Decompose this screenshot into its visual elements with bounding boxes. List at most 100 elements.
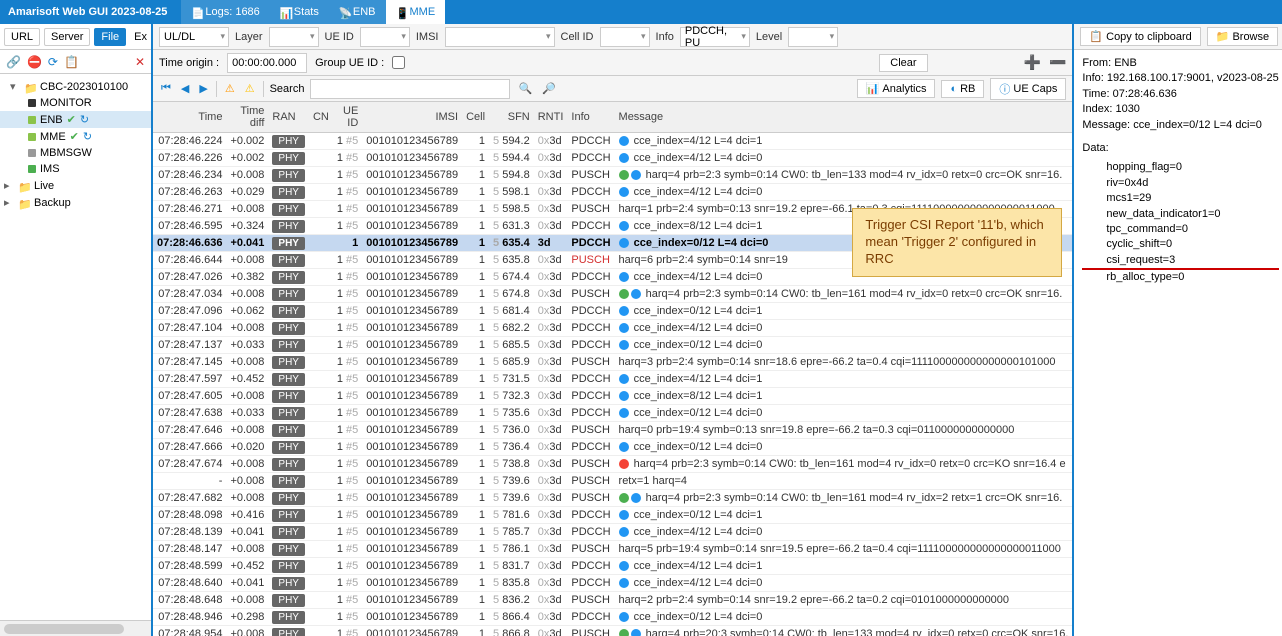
ueid-label: UE ID xyxy=(325,31,354,43)
remove-icon[interactable]: ➖ xyxy=(1049,54,1066,71)
left-icon-bar: 🔗 ⛔ ⟳ 📋 ✕ xyxy=(0,50,151,74)
table-row[interactable]: 07:28:47.646+0.008PHY1 #5001010123456789… xyxy=(153,422,1072,439)
table-row[interactable]: 07:28:46.226+0.002PHY1 #5001010123456789… xyxy=(153,150,1072,167)
warn-icon[interactable]: ⚠ xyxy=(223,80,237,97)
group-ue-checkbox[interactable] xyxy=(392,56,405,69)
table-row[interactable]: 07:28:47.034+0.008PHY1 #5001010123456789… xyxy=(153,286,1072,303)
top-tab-2[interactable]: 📡ENB xyxy=(329,0,386,24)
col-ue-id[interactable]: UE ID xyxy=(333,102,362,133)
app-title: Amarisoft Web GUI 2023-08-25 xyxy=(8,6,167,18)
filter-bar: UL/DL Layer UE ID IMSI Cell ID Info PDCC… xyxy=(153,24,1072,50)
copy-clipboard-button[interactable]: 📋Copy to clipboard xyxy=(1080,27,1200,46)
top-tab-0[interactable]: 📄Logs: 1686 xyxy=(181,0,269,24)
tree-node-ims[interactable]: IMS xyxy=(0,161,151,177)
search-label: Search xyxy=(270,83,305,95)
search-input[interactable] xyxy=(310,79,510,99)
h-scrollbar[interactable] xyxy=(0,620,151,636)
annotation-callout: Trigger CSI Report '11'b, which mean 'Tr… xyxy=(852,208,1062,277)
info-combo[interactable]: PDCCH, PU xyxy=(680,27,750,47)
clear-button[interactable]: Clear xyxy=(879,54,927,72)
ueid-combo[interactable] xyxy=(360,27,410,47)
table-row[interactable]: 07:28:47.104+0.008PHY1 #5001010123456789… xyxy=(153,320,1072,337)
col-time[interactable]: Time xyxy=(153,102,226,133)
first-icon[interactable]: ⏮ xyxy=(159,80,173,97)
log-table: TimeTime diffRANCNUE IDIMSICellSFNRNTIIn… xyxy=(153,102,1072,636)
right-toolbar: 📋Copy to clipboard 📁Browse xyxy=(1074,24,1282,50)
left-panel: URL Server File Ex 🔗 ⛔ ⟳ 📋 ✕ ▾📁CBC-20230… xyxy=(0,24,153,636)
prev-icon[interactable]: ◀ xyxy=(179,80,191,97)
rb-button[interactable]: ◐RB xyxy=(941,80,984,98)
table-row[interactable]: 07:28:46.224+0.002PHY1 #5001010123456789… xyxy=(153,133,1072,150)
info-label: Info xyxy=(656,31,674,43)
imsi-combo[interactable] xyxy=(445,27,555,47)
url-button[interactable]: URL xyxy=(4,28,40,46)
table-row[interactable]: 07:28:47.638+0.033PHY1 #5001010123456789… xyxy=(153,405,1072,422)
table-row[interactable]: 07:28:47.145+0.008PHY1 #5001010123456789… xyxy=(153,354,1072,371)
level-combo[interactable] xyxy=(788,27,838,47)
col-time-diff[interactable]: Time diff xyxy=(226,102,268,133)
table-row[interactable]: 07:28:48.946+0.298PHY1 #5001010123456789… xyxy=(153,609,1072,626)
tree-root[interactable]: ▾📁CBC-2023010100 xyxy=(0,78,151,95)
file-button[interactable]: File xyxy=(94,28,126,46)
close-icon[interactable]: ✕ xyxy=(135,55,145,69)
table-row[interactable]: 07:28:47.666+0.020PHY1 #5001010123456789… xyxy=(153,439,1072,456)
col-ran[interactable]: RAN xyxy=(268,102,309,133)
col-message[interactable]: Message xyxy=(615,102,1073,133)
top-tab-3[interactable]: 📱MME xyxy=(386,0,446,24)
table-row[interactable]: 07:28:48.640+0.041PHY1 #5001010123456789… xyxy=(153,575,1072,592)
col-sfn[interactable]: SFN xyxy=(489,102,534,133)
uldl-combo[interactable]: UL/DL xyxy=(159,27,229,47)
table-row[interactable]: 07:28:47.597+0.452PHY1 #5001010123456789… xyxy=(153,371,1072,388)
table-row[interactable]: 07:28:48.139+0.041PHY1 #5001010123456789… xyxy=(153,524,1072,541)
table-row[interactable]: 07:28:47.096+0.062PHY1 #5001010123456789… xyxy=(153,303,1072,320)
table-row[interactable]: 07:28:48.098+0.416PHY1 #5001010123456789… xyxy=(153,507,1072,524)
browse-button[interactable]: 📁Browse xyxy=(1207,27,1278,46)
table-row[interactable]: 07:28:47.137+0.033PHY1 #5001010123456789… xyxy=(153,337,1072,354)
table-row[interactable]: 07:28:48.954+0.008PHY1 #5001010123456789… xyxy=(153,626,1072,636)
time-origin-label: Time origin : xyxy=(159,57,219,69)
server-button[interactable]: Server xyxy=(44,28,90,46)
detail-field: new_data_indicator1=0 xyxy=(1082,207,1278,222)
table-row[interactable]: 07:28:47.674+0.008PHY1 #5001010123456789… xyxy=(153,456,1072,473)
refresh-icon[interactable]: ⟳ xyxy=(48,55,58,69)
time-origin-input[interactable] xyxy=(227,53,307,73)
tree-node-mbmsgw[interactable]: MBMSGW xyxy=(0,145,151,161)
center-panel: UL/DL Layer UE ID IMSI Cell ID Info PDCC… xyxy=(153,24,1074,636)
add-icon[interactable]: ➕ xyxy=(1024,54,1041,71)
stop-icon[interactable]: ⛔ xyxy=(27,55,42,69)
left-toolbar: URL Server File Ex xyxy=(0,24,151,50)
detail-field: cyclic_shift=0 xyxy=(1082,237,1278,252)
table-row[interactable]: 07:28:48.599+0.452PHY1 #5001010123456789… xyxy=(153,558,1072,575)
top-tab-1[interactable]: 📊Stats xyxy=(270,0,329,24)
table-row[interactable]: 07:28:47.682+0.008PHY1 #5001010123456789… xyxy=(153,490,1072,507)
search-bar: ⏮ ◀ ▶ ⚠ ⚠ Search 🔍 🔎 📊Analytics ◐RB ⓘUE … xyxy=(153,76,1072,102)
tree-node-mme[interactable]: MME ✔↻ xyxy=(0,128,151,145)
table-row[interactable]: 07:28:46.234+0.008PHY1 #5001010123456789… xyxy=(153,167,1072,184)
analytics-button[interactable]: 📊Analytics xyxy=(857,79,936,98)
table-row[interactable]: 07:28:48.147+0.008PHY1 #5001010123456789… xyxy=(153,541,1072,558)
table-row[interactable]: 07:28:47.605+0.008PHY1 #5001010123456789… xyxy=(153,388,1072,405)
binoculars-icon[interactable]: 🔍 xyxy=(516,80,534,97)
binoculars2-icon[interactable]: 🔎 xyxy=(540,80,558,97)
detail-content: From: ENB Info: 192.168.100.17:9001, v20… xyxy=(1074,50,1282,636)
tree-node-enb[interactable]: ENB ✔↻ xyxy=(0,111,151,128)
table-row[interactable]: 07:28:46.263+0.029PHY1 #5001010123456789… xyxy=(153,184,1072,201)
layer-combo[interactable] xyxy=(269,27,319,47)
link-icon[interactable]: 🔗 xyxy=(6,55,21,69)
uecaps-button[interactable]: ⓘUE Caps xyxy=(990,78,1066,100)
col-cell[interactable]: Cell xyxy=(462,102,489,133)
table-row[interactable]: -+0.008PHY1 #500101012345678915 739.60x3… xyxy=(153,473,1072,490)
next-icon[interactable]: ▶ xyxy=(197,80,209,97)
cellid-combo[interactable] xyxy=(600,27,650,47)
col-info[interactable]: Info xyxy=(567,102,614,133)
col-imsi[interactable]: IMSI xyxy=(362,102,462,133)
tree-node-monitor[interactable]: MONITOR xyxy=(0,95,151,111)
table-row[interactable]: 07:28:48.648+0.008PHY1 #5001010123456789… xyxy=(153,592,1072,609)
col-cn[interactable]: CN xyxy=(309,102,333,133)
copy-icon[interactable]: 📋 xyxy=(64,55,79,69)
tree-folder-backup[interactable]: ▸📁Backup xyxy=(0,194,151,211)
imsi-label: IMSI xyxy=(416,31,439,43)
col-rnti[interactable]: RNTI xyxy=(534,102,568,133)
tree-folder-live[interactable]: ▸📁Live xyxy=(0,177,151,194)
warn2-icon[interactable]: ⚠ xyxy=(243,80,257,97)
